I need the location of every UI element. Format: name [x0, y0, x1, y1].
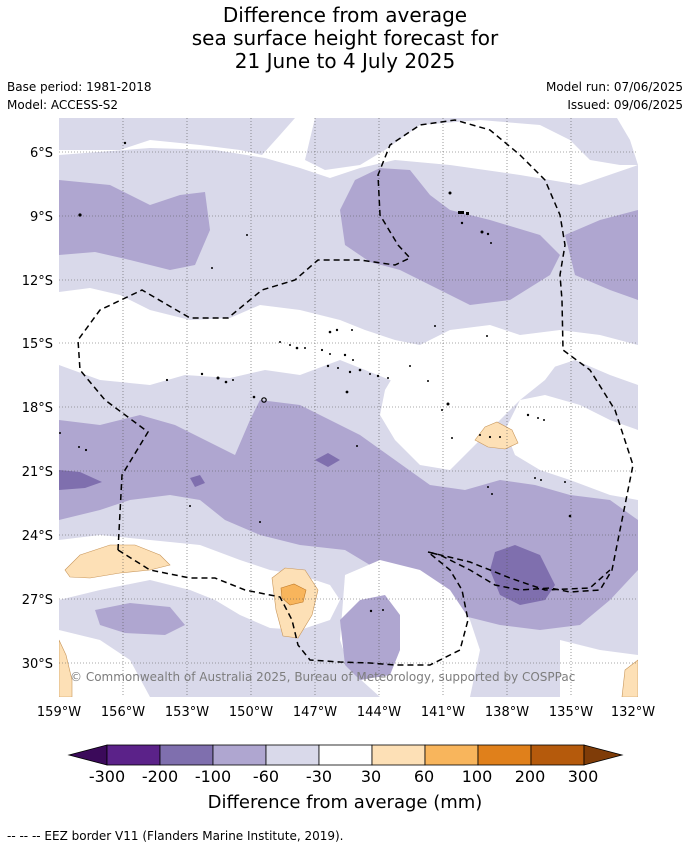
contour-dark-small-2	[315, 453, 340, 467]
title-line-3: 21 June to 4 July 2025	[234, 49, 456, 73]
islands	[59, 141, 572, 613]
lat-label: 18°S	[22, 401, 53, 416]
colorbar-segment	[530, 744, 585, 766]
lon-label: 141°W	[421, 705, 465, 720]
contour-light-north-2	[305, 118, 638, 170]
colorbar-segment	[424, 744, 479, 766]
contour-dark-west	[59, 470, 102, 490]
colorbar	[67, 744, 624, 766]
colorbar-tick: 30	[361, 767, 381, 786]
colorbar-tick: 100	[462, 767, 493, 786]
colorbar-tick: -30	[306, 767, 332, 786]
colorbar-segment	[318, 744, 373, 766]
contour-white-central	[380, 330, 560, 470]
contour-orange-west	[64, 544, 171, 579]
colorbar-arrow-max	[583, 744, 624, 766]
colorbar-segment	[371, 744, 426, 766]
latitude-labels: 6°S 9°S 12°S 15°S 18°S 21°S 24°S 27°S 30…	[22, 146, 53, 672]
contour-mid-south-1	[95, 603, 185, 635]
lat-label: 6°S	[30, 146, 53, 161]
model-name: Model: ACCESS-S2	[7, 98, 119, 112]
contour-mid-north-west	[59, 180, 210, 270]
lon-label: 132°W	[611, 705, 655, 720]
model-run: Model run: 07/06/2025	[545, 80, 683, 94]
issued-date: Issued: 09/06/2025	[567, 98, 683, 112]
lon-label: 144°W	[357, 705, 401, 720]
base-period: Base period: 1981-2018	[7, 80, 152, 94]
colorbar-tick: -200	[142, 767, 178, 786]
contour-mid-northeast	[565, 210, 638, 300]
map-title: Difference from average sea surface heig…	[0, 4, 690, 73]
lat-label: 12°S	[22, 274, 53, 289]
contour-white-sw-corner	[59, 630, 150, 697]
lon-label: 156°W	[101, 705, 145, 720]
lon-label: 150°W	[229, 705, 273, 720]
contour-orange-sw-edge	[59, 639, 73, 697]
lon-label: 153°W	[165, 705, 209, 720]
colorbar-segment	[477, 744, 532, 766]
contour-dark-southeast	[490, 545, 555, 605]
eez-borders	[77, 119, 634, 666]
eez-border-south	[117, 549, 469, 666]
contour-light-north	[59, 118, 295, 155]
colorbar-tick-labels: -300 -200 -100 -60 -30 30 60 100 200 300	[89, 767, 598, 786]
lat-label: 24°S	[22, 529, 53, 544]
colorbar-tick: 300	[568, 767, 599, 786]
copyright-text: © Commonwealth of Australia 2025, Bureau…	[70, 670, 575, 684]
meta-right: Model run: 07/06/2025 Issued: 09/06/2025	[546, 78, 683, 114]
eez-legend-note: -- -- -- EEZ border V11 (Flanders Marine…	[7, 829, 344, 843]
colorbar-segment	[265, 744, 320, 766]
gridlines	[59, 118, 638, 697]
map-area: © Commonwealth of Australia 2025, Bureau…	[59, 118, 638, 697]
meta-left: Base period: 1981-2018 Model: ACCESS-S2	[7, 78, 152, 114]
lon-label: 159°W	[37, 705, 81, 720]
lon-label: 147°W	[293, 705, 337, 720]
eez-border-southeast	[427, 551, 611, 591]
title-line-1: Difference from average	[222, 3, 468, 27]
contour-white-east	[505, 395, 638, 500]
lon-label: 138°W	[485, 705, 529, 720]
contour-dark-small-1	[190, 475, 205, 487]
contour-white-se-corner	[560, 640, 638, 697]
colorbar-segment	[159, 744, 214, 766]
colorbar-tick: -60	[253, 767, 279, 786]
colorbar-tick: 200	[515, 767, 546, 786]
lat-label: 9°S	[30, 210, 53, 225]
lon-label: 135°W	[549, 705, 593, 720]
colorbar-tick: -300	[89, 767, 125, 786]
title-line-2: sea surface height forecast for	[191, 26, 499, 50]
contour-orange-central-core	[280, 583, 307, 606]
colorbar-arrow-min	[67, 744, 108, 766]
lat-label: 21°S	[22, 465, 53, 480]
longitude-labels: 159°W 156°W 153°W 150°W 147°W 144°W 141°…	[37, 705, 655, 720]
contour-mid-south-2	[340, 595, 400, 680]
lat-label: 27°S	[22, 593, 53, 608]
colorbar-title: Difference from average (mm)	[207, 792, 483, 813]
colorbar-tick: -100	[195, 767, 231, 786]
colorbar-segment	[212, 744, 267, 766]
colorbar-segment	[106, 744, 161, 766]
colorbar-tick: 60	[414, 767, 434, 786]
contour-mid-north	[340, 168, 560, 305]
eez-border-french-polynesia	[77, 119, 634, 593]
lat-label: 15°S	[22, 337, 53, 352]
lat-label: 30°S	[22, 657, 53, 672]
contour-orange-se-edge	[621, 659, 638, 697]
